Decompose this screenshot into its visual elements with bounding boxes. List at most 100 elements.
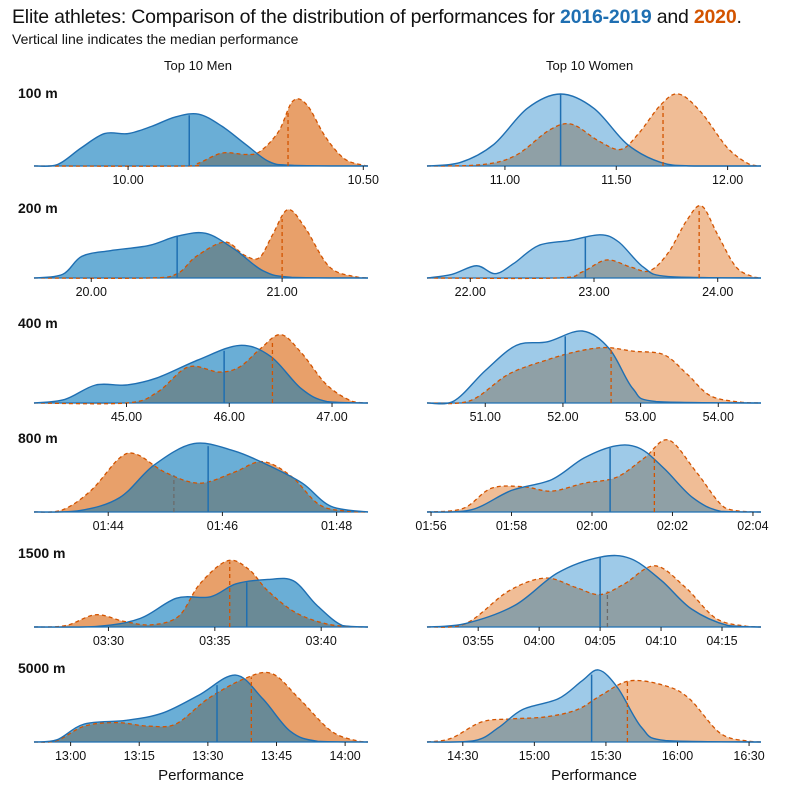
x-tick-label: 03:35: [199, 634, 230, 648]
panel-100m-women: 11.00 11.50 12.00: [426, 93, 762, 187]
title-text: Elite athletes: Comparison of the distri…: [12, 6, 561, 28]
title-mid: and: [651, 6, 694, 28]
x-tick-label: 47.00: [316, 410, 347, 424]
event-label: 200 m: [18, 200, 58, 216]
density-line-2016-2019: [426, 234, 762, 279]
density-line-2016-2019: [33, 344, 369, 404]
x-tick-label: 21.00: [266, 285, 297, 299]
event-label: 1500 m: [18, 545, 65, 561]
x-axis-label: Performance: [158, 767, 244, 784]
density-line-2016-2019: [426, 330, 762, 405]
x-tick-label: 01:58: [496, 519, 527, 533]
x-tick-label: 46.00: [214, 410, 245, 424]
x-tick-label: 52.00: [547, 410, 578, 424]
x-tick-label: 13:45: [261, 749, 292, 763]
density-area-2016-2019: [427, 94, 761, 166]
density-area-2016-2019: [34, 113, 368, 167]
panel-200m-women: 22.00 23.00 24.00: [426, 204, 762, 299]
density-line-2020: [426, 93, 762, 167]
event-label: 400 m: [18, 315, 58, 331]
x-tick-label: 11.50: [601, 173, 631, 187]
chart-title: Elite athletes: Comparison of the distri…: [12, 6, 742, 29]
panel-5000m-men: 5000 m 13:00 13:15 13:30 13:45 14:00 Performan…: [18, 660, 369, 784]
event-label: 800 m: [18, 430, 58, 446]
density-line-2016-2019: [33, 674, 369, 743]
density-line-2020: [33, 559, 368, 628]
x-tick-label: 20.00: [76, 285, 107, 299]
density-line-2020: [33, 452, 369, 513]
x-tick-label: 54.00: [703, 410, 734, 424]
x-tick-label: 02:02: [657, 519, 688, 533]
density-area-2016-2019: [427, 234, 761, 278]
x-tick-label: 16:30: [733, 749, 764, 763]
x-tick-label: 10.50: [348, 173, 379, 187]
x-tick-label: 04:00: [524, 634, 555, 648]
density-line-2016-2019: [33, 577, 369, 628]
x-tick-label: 03:40: [306, 634, 337, 648]
x-tick-label: 13:00: [55, 749, 86, 763]
x-tick-label: 45.00: [111, 410, 142, 424]
x-tick-label: 14:30: [447, 749, 478, 763]
x-tick-label: 13:15: [124, 749, 155, 763]
density-line-2016-2019: [33, 112, 369, 168]
x-tick-label: 51.00: [470, 410, 501, 424]
title-series1: 2016-2019: [560, 6, 652, 28]
x-tick-label: 23.00: [578, 285, 609, 299]
x-tick-label: 15:00: [519, 749, 550, 763]
x-tick-label: 14:00: [329, 749, 360, 763]
x-tick-label: 12.00: [712, 173, 743, 187]
panel-400m-women: 51.00 52.00 53.00 54.00: [426, 330, 762, 424]
column-title-men: Top 10 Men: [164, 58, 232, 73]
panel-5000m-women: 14:30 15:00 15:30 16:00 16:30 Performance: [426, 669, 765, 784]
density-line-2020: [426, 679, 762, 743]
x-tick-label: 04:05: [584, 634, 615, 648]
x-tick-label: 03:55: [463, 634, 494, 648]
panel-1500m-women: 03:55 04:00 04:05 04:10 04:15: [426, 554, 762, 648]
x-tick-label: 53.00: [625, 410, 656, 424]
density-line-2016-2019: [426, 444, 762, 513]
x-tick-label: 16:00: [662, 749, 693, 763]
x-axis-label: Performance: [551, 767, 637, 784]
x-tick-label: 01:48: [321, 519, 352, 533]
density-line-2016-2019: [426, 93, 761, 167]
x-tick-label: 01:44: [93, 519, 124, 533]
x-tick-label: 10.00: [112, 173, 143, 187]
density-area-2020: [34, 209, 368, 279]
title-series2: 2020: [693, 6, 737, 28]
density-area-2020: [34, 98, 368, 167]
x-tick-label: 02:04: [737, 519, 768, 533]
panel-800m-women: 01:56 01:58 02:00 02:02 02:04: [415, 439, 769, 533]
density-line-2020: [426, 565, 762, 628]
event-label: 100 m: [18, 85, 58, 101]
density-line-2020: [33, 98, 369, 167]
density-line-2016-2019: [33, 231, 369, 279]
x-tick-label: 15:30: [590, 749, 621, 763]
density-line-2020: [426, 346, 762, 405]
density-line-2016-2019: [426, 669, 762, 743]
density-area-2020: [427, 205, 761, 279]
panel-800m-men: 800 m 01:44 01:46 01:48: [18, 430, 369, 533]
density-line-2016-2019: [33, 442, 369, 513]
x-tick-label: 04:15: [706, 634, 737, 648]
title-suffix: .: [736, 6, 742, 28]
x-tick-label: 24.00: [702, 285, 733, 299]
x-tick-label: 11.00: [490, 173, 520, 187]
column-title-women: Top 10 Women: [546, 58, 634, 73]
panel-400m-men: 400 m 45.00 46.00 47.00: [18, 315, 369, 424]
x-tick-label: 04:10: [645, 634, 676, 648]
x-tick-label: 13:30: [192, 749, 223, 763]
density-area-2020: [427, 93, 761, 166]
panel-200m-men: 200 m 20.00 21.00: [18, 200, 369, 299]
density-line-2020: [426, 439, 761, 513]
x-tick-label: 03:30: [93, 634, 124, 648]
density-line-2020: [33, 208, 369, 279]
chart-subtitle: Vertical line indicates the median perfo…: [12, 31, 299, 47]
panel-100m-men: 100 m 10.00 10.50: [18, 85, 379, 187]
x-tick-label: 01:46: [207, 519, 238, 533]
density-line-2016-2019: [426, 554, 762, 628]
x-tick-label: 02:00: [576, 519, 607, 533]
x-tick-label: 01:56: [415, 519, 446, 533]
panel-1500m-men: 1500 m 03:30 03:35 03:40: [18, 545, 369, 648]
x-tick-label: 22.00: [455, 285, 486, 299]
